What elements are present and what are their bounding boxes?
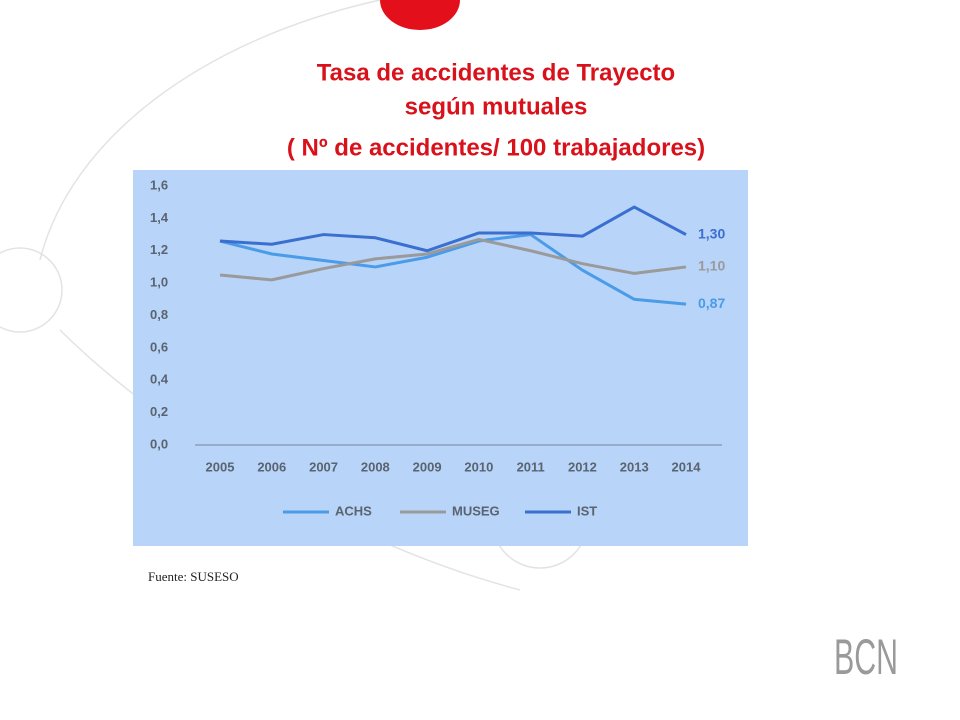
- data-label: 1,10: [698, 258, 725, 274]
- y-tick-label: 1,6: [150, 177, 168, 192]
- x-tick-label: 2010: [464, 459, 493, 474]
- y-tick-label: 0,0: [150, 436, 168, 451]
- y-tick-label: 0,6: [150, 339, 168, 354]
- y-tick-label: 0,2: [150, 404, 168, 419]
- y-tick-label: 0,4: [150, 372, 169, 387]
- x-tick-label: 2012: [568, 459, 597, 474]
- x-tick-label: 2007: [309, 459, 338, 474]
- series-line: [219, 233, 687, 306]
- x-tick-label: 2006: [257, 459, 286, 474]
- x-tick-label: 2009: [413, 459, 442, 474]
- chart-title: ( Nº de accidentes/ 100 trabajadores): [287, 134, 705, 161]
- source: Fuente: SUSESO: [148, 569, 239, 584]
- x-tick-label: 2008: [361, 459, 390, 474]
- arc: [39, 0, 381, 261]
- y-tick-label: 1,4: [150, 210, 169, 225]
- x-tick-label: 2005: [206, 459, 235, 474]
- data-label: 1,30: [698, 225, 725, 241]
- chart-title: según mutuales: [405, 93, 588, 120]
- series-line: [219, 205, 687, 253]
- x-tick-label: 2013: [620, 459, 649, 474]
- y-tick-label: 1,0: [150, 275, 168, 290]
- legend-label: IST: [577, 503, 597, 518]
- logo: BCN: [834, 629, 898, 685]
- circle: [0, 247, 63, 333]
- y-tick-label: 0,8: [150, 307, 168, 322]
- chart-title: Tasa de accidentes de Trayecto: [317, 59, 675, 86]
- series-line: [219, 237, 687, 282]
- data-label: 0,87: [698, 295, 725, 311]
- y-tick-label: 1,2: [150, 242, 168, 257]
- legend-label: ACHS: [335, 503, 372, 518]
- legend-label: MUSEG: [452, 503, 500, 518]
- x-tick-label: 2014: [672, 459, 702, 474]
- x-tick-label: 2011: [517, 459, 545, 474]
- plot: 0,0 0,2 0,4 0,6 0,8 1,0 1,2 1,4 1,6 2005 2006 2007 2…: [150, 177, 725, 518]
- chart-background: [133, 170, 748, 546]
- red-shape: [380, 0, 460, 30]
